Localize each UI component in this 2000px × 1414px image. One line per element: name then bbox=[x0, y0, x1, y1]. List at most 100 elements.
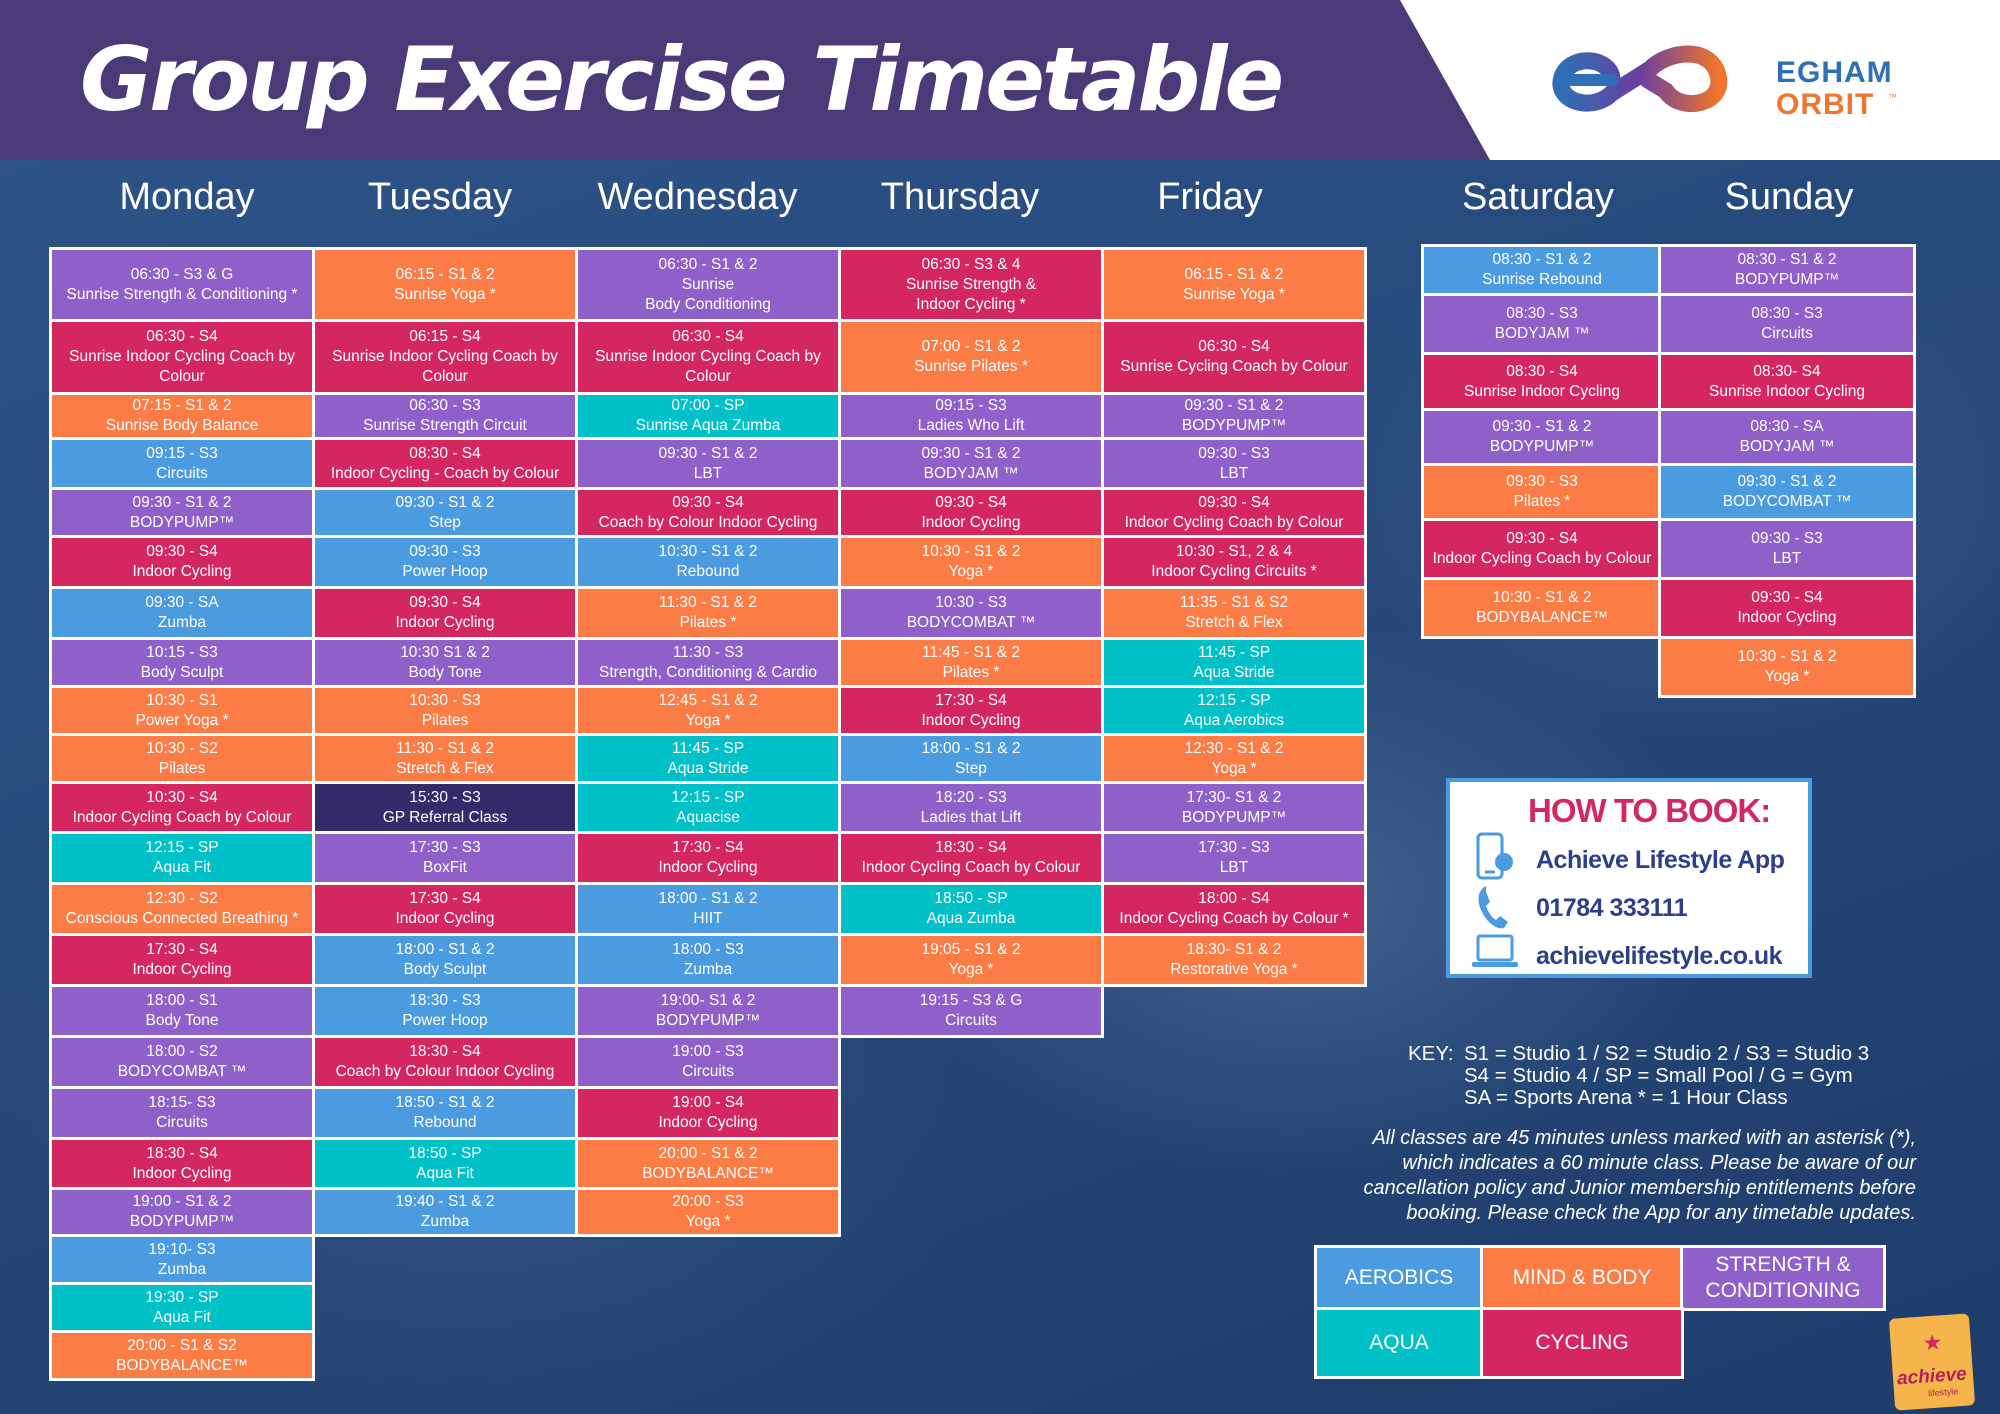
class-name: Conscious Connected Breathing * bbox=[65, 910, 299, 927]
class-slot: 11:30 - S3 Strength, Conditioning & Cardi… bbox=[578, 640, 838, 685]
class-name: BODYBALANCE™ bbox=[642, 1164, 774, 1182]
class-name: Pilates bbox=[158, 759, 206, 777]
class-slot: 12:45 - S1 & 2 Yoga * bbox=[578, 688, 838, 733]
class-name: Aqua Aerobics bbox=[1184, 711, 1284, 729]
class-slot: 18:50 - S1 & 2 Rebound bbox=[315, 1089, 575, 1137]
class-name: Step bbox=[955, 759, 987, 777]
class-slot: 18:00 - S3 Zumba bbox=[578, 936, 838, 984]
class-slot: 09:30 - S1 & 2 BODYPUMP™ bbox=[1104, 395, 1364, 437]
class-slot: 09:30 - S4 Indoor Cycling bbox=[841, 490, 1101, 535]
class-slot: 18:30 - S4 Indoor Cycling Coach by Colour bbox=[841, 834, 1101, 882]
class-time: 09:30 - S3 bbox=[1198, 444, 1270, 462]
class-name: Body Conditioning bbox=[645, 295, 771, 313]
class-slot: 08:30- S4 Sunrise Indoor Cycling bbox=[1661, 355, 1913, 408]
class-time: 11:45 - S1 & 2 bbox=[922, 643, 1020, 661]
day-heading-friday: Friday bbox=[1157, 176, 1263, 218]
class-slot: 06:30 - S4 Sunrise Indoor Cycling Coach b… bbox=[52, 322, 312, 392]
key-line: S4 = Studio 4 / SP = Small Pool / G = Gy… bbox=[1464, 1064, 1853, 1087]
class-slot: 18:30 - S4 Indoor Cycling bbox=[52, 1140, 312, 1187]
laptop-icon bbox=[1472, 934, 1518, 967]
class-time: 07:00 - SP bbox=[671, 397, 745, 414]
class-slot: 11:30 - S1 & 2 Pilates * bbox=[578, 589, 838, 637]
class-slot: 09:30 - S3 LBT bbox=[1104, 440, 1364, 487]
class-slot: 06:30 - S3 Sunrise Strength Circuit bbox=[315, 395, 575, 437]
class-slot: 06:15 - S1 & 2 Sunrise Yoga * bbox=[315, 250, 575, 319]
class-slot: 10:30 - S3 Pilates bbox=[315, 688, 575, 733]
class-name: Aqua Stride bbox=[1193, 663, 1275, 681]
class-time: 09:15 - S3 bbox=[935, 397, 1007, 414]
class-slot: 18:30 - S4 Coach by Colour Indoor Cycling bbox=[315, 1038, 575, 1086]
class-time: 18:00 - S1 & 2 bbox=[658, 890, 758, 907]
class-time: 08:30 - S4 bbox=[409, 444, 481, 462]
class-name: Power Hoop bbox=[402, 563, 488, 580]
phone-icon bbox=[1478, 886, 1508, 929]
class-slot: 10:30 S1 & 2 Body Tone bbox=[315, 640, 575, 685]
class-slot: 06:30 - S4 Sunrise Cycling Coach by Colou… bbox=[1104, 322, 1364, 392]
class-name: Step bbox=[429, 513, 461, 531]
class-name: Sunrise Indoor Cycling Coach by bbox=[332, 348, 558, 365]
class-name: Strength, Conditioning & Cardio bbox=[599, 663, 817, 681]
class-time: 18:30- S1 & 2 bbox=[1186, 941, 1282, 958]
class-slot: 18:30- S1 & 2 Restorative Yoga * bbox=[1104, 936, 1364, 984]
class-time: 18:30 - S4 bbox=[409, 1043, 481, 1060]
class-time: 19:00 - S3 bbox=[672, 1043, 744, 1060]
class-time: 06:30 - S4 bbox=[1198, 338, 1270, 355]
class-time: 10:30 - S2 bbox=[146, 739, 218, 757]
class-time: 19:40 - S1 & 2 bbox=[395, 1193, 495, 1210]
class-name: Stretch & Flex bbox=[396, 759, 494, 777]
class-slot: 10:30 - S1 & 2 Yoga * bbox=[841, 538, 1101, 586]
booking-website-link[interactable]: achievelifestyle.co.uk bbox=[1536, 942, 1783, 970]
legend-strength-line: STRENGTH & bbox=[1715, 1253, 1851, 1276]
class-slot: 09:30 - S4 Indoor Cycling Coach by Colour bbox=[1424, 521, 1660, 577]
class-slot: 19:10- S3 Zumba bbox=[52, 1237, 312, 1282]
class-name: Yoga * bbox=[1211, 759, 1257, 777]
class-slot: 09:30 - S3 Pilates * bbox=[1424, 466, 1660, 518]
key-line: S1 = Studio 1 / S2 = Studio 2 / S3 = Stu… bbox=[1464, 1042, 1870, 1065]
class-name: BODYPUMP™ bbox=[1489, 438, 1595, 455]
day-heading-sunday: Sunday bbox=[1724, 176, 1854, 218]
class-slot: 09:30 - S1 & 2 BODYJAM ™ bbox=[841, 440, 1101, 487]
class-slot: 18:15- S3 Circuits bbox=[52, 1089, 312, 1137]
class-time: 08:30 - S3 bbox=[1751, 305, 1823, 322]
class-slot: 11:35 - S1 & S2 Stretch & Flex bbox=[1104, 589, 1364, 637]
class-name: Colour bbox=[685, 368, 731, 385]
class-name: Pilates * bbox=[679, 614, 737, 631]
class-time: 07:00 - S1 & 2 bbox=[921, 338, 1021, 355]
class-time: 18:00 - S1 bbox=[146, 992, 218, 1009]
class-name: Body Tone bbox=[145, 1012, 219, 1029]
class-name: Indoor Cycling bbox=[921, 711, 1021, 729]
key-line: SA = Sports Arena * = 1 Hour Class bbox=[1464, 1086, 1788, 1109]
day-heading-monday: Monday bbox=[119, 176, 255, 218]
page-title: Group Exercise Timetable bbox=[80, 28, 1284, 131]
class-name: Indoor Cycling Coach by Colour * bbox=[1119, 910, 1349, 927]
class-name: Yoga * bbox=[948, 563, 994, 580]
class-name: BODYBALANCE™ bbox=[1476, 609, 1608, 626]
class-name: Sunrise Indoor Cycling Coach by bbox=[69, 348, 295, 365]
class-name: BODYPUMP™ bbox=[655, 1012, 761, 1029]
category-legend: AEROBICS MIND & BODY STRENGTH & CONDITIO… bbox=[1314, 1245, 1886, 1379]
class-slot: 09:15 - S3 Ladies Who Lift bbox=[841, 395, 1101, 437]
class-time: 06:30 - S1 & 2 bbox=[658, 255, 758, 273]
class-time: 17:30 - S3 bbox=[409, 839, 481, 856]
class-name: Aqua Zumba bbox=[926, 910, 1016, 927]
class-name: BODYJAM ™ bbox=[1739, 438, 1835, 455]
day-heading-wednesday: Wednesday bbox=[597, 176, 798, 218]
class-time: 09:30 - S1 & 2 bbox=[1737, 473, 1837, 490]
class-name: Indoor Cycling bbox=[658, 859, 758, 876]
class-time: 06:30 - S3 bbox=[409, 397, 481, 414]
class-time: 09:30 - S3 bbox=[409, 543, 481, 560]
class-time: 11:45 - SP bbox=[671, 739, 745, 757]
class-time: 08:30- S4 bbox=[1753, 362, 1821, 380]
class-name: Aqua Stride bbox=[667, 759, 749, 777]
class-name: BODYPUMP™ bbox=[129, 513, 235, 531]
class-time: 12:30 - S1 & 2 bbox=[1184, 739, 1284, 757]
class-time: 09:30 - S4 bbox=[1198, 493, 1270, 511]
class-time: 19:00- S1 & 2 bbox=[660, 992, 756, 1009]
class-time: 11:30 - S3 bbox=[672, 643, 744, 661]
class-name: Coach by Colour Indoor Cycling bbox=[598, 513, 818, 531]
class-time: 19:00 - S1 & 2 bbox=[132, 1193, 232, 1210]
class-time: 19:30 - SP bbox=[145, 1288, 219, 1306]
notice-line: All classes are 45 minutes unless marked… bbox=[1372, 1127, 1916, 1149]
class-time: 07:15 - S1 & 2 bbox=[132, 397, 232, 414]
class-name: Colour bbox=[159, 368, 205, 385]
